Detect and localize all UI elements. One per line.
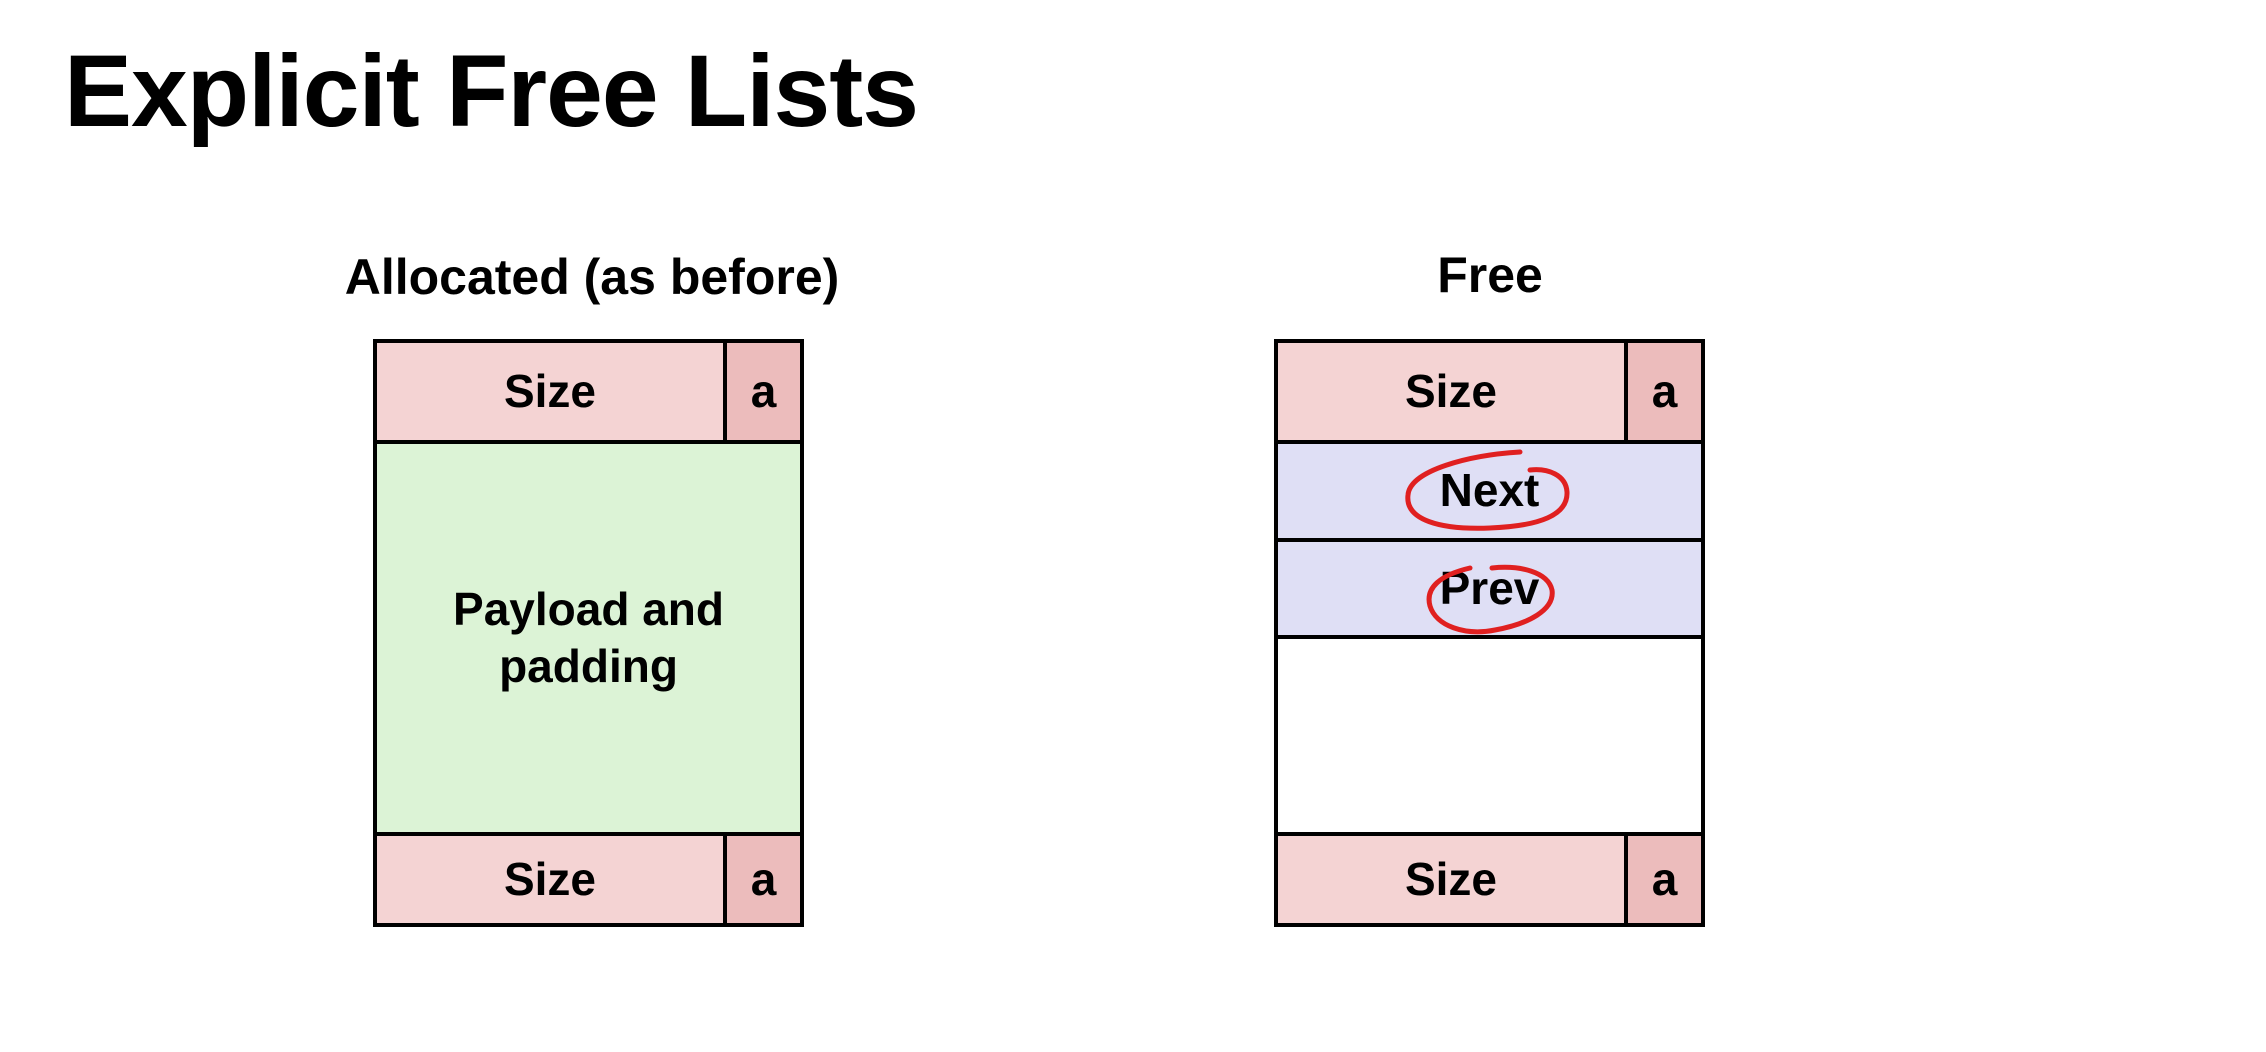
- free-next-row: Next: [1278, 444, 1701, 542]
- allocated-header-size: Size: [377, 343, 727, 440]
- free-heading: Free: [1437, 247, 1543, 303]
- allocated-footer-row: Size a: [377, 836, 800, 923]
- free-prev-row: Prev: [1278, 542, 1701, 639]
- payload-line-2: padding: [499, 640, 678, 692]
- allocated-header-alloc-bit: a: [727, 343, 800, 440]
- free-header-row: Size a: [1278, 343, 1701, 444]
- free-footer-row: Size a: [1278, 836, 1701, 923]
- free-footer-size: Size: [1278, 836, 1628, 923]
- prev-pointer-label: Prev: [1439, 561, 1540, 614]
- allocated-header-row: Size a: [377, 343, 800, 444]
- free-header-size: Size: [1278, 343, 1628, 440]
- payload-line-1: Payload and: [453, 582, 724, 635]
- allocated-footer-alloc-bit: a: [727, 836, 800, 923]
- free-footer-alloc-bit: a: [1628, 836, 1701, 923]
- allocated-heading: Allocated (as before): [344, 249, 840, 305]
- allocated-footer-size: Size: [377, 836, 727, 923]
- free-header-alloc-bit: a: [1628, 343, 1701, 440]
- slide-title: Explicit Free Lists: [64, 34, 919, 148]
- free-unused-space: [1278, 639, 1701, 836]
- allocated-payload-label: Payload and padding: [377, 444, 800, 832]
- next-pointer-label: Next: [1439, 464, 1540, 517]
- free-block: Size a Next Prev Size a: [1274, 339, 1705, 927]
- allocated-payload-row: Payload and padding: [377, 444, 800, 836]
- allocated-block: Size a Payload and padding Size a: [373, 339, 804, 927]
